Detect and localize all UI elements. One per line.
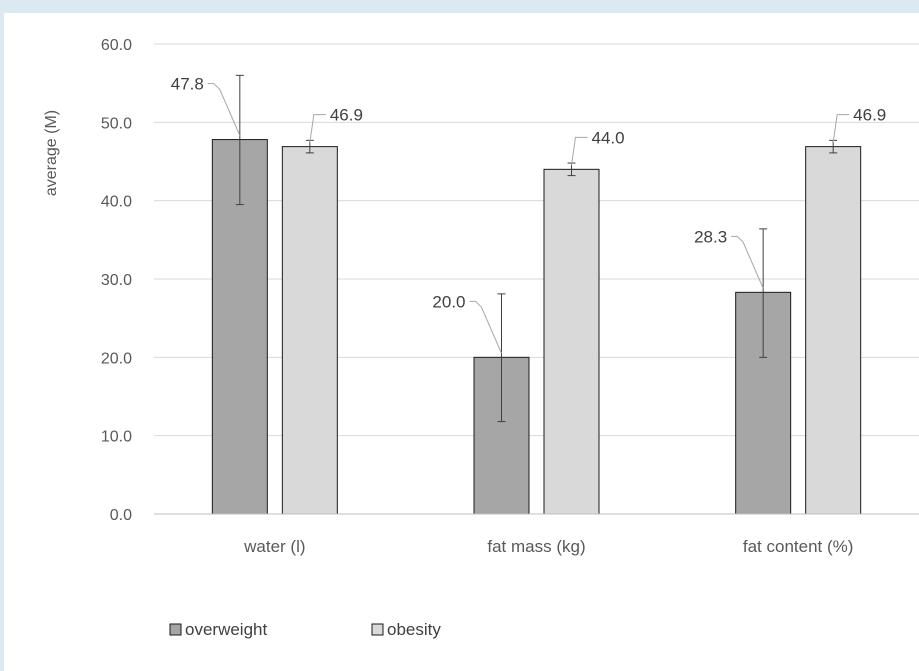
legend-label-obesity: obesity <box>387 620 441 639</box>
y-tick-label: 30.0 <box>101 272 132 289</box>
data-label-overweight: 20.0 <box>432 292 465 311</box>
bar-obesity <box>281 146 338 515</box>
legend: overweight obesity <box>169 620 441 639</box>
bar-obesity <box>805 146 862 515</box>
label-leader <box>309 114 326 143</box>
axes: 0.0 10.0 20.0 30.0 40.0 50.0 60.0 water (l) fat … <box>101 37 919 556</box>
bars <box>211 74 862 515</box>
bar-obesity <box>543 168 600 515</box>
label-leader <box>571 136 588 166</box>
legend-swatch-obesity <box>371 623 384 636</box>
gridlines <box>154 43 919 437</box>
legend-label-overweight: overweight <box>185 620 267 639</box>
label-leader <box>469 300 502 354</box>
data-label-overweight: 28.3 <box>694 227 727 246</box>
label-leader <box>207 83 241 136</box>
y-tick-label: 20.0 <box>101 350 132 367</box>
y-tick-label: 10.0 <box>101 429 132 446</box>
y-tick-label: 40.0 <box>101 194 132 211</box>
x-category-label: water (l) <box>243 537 305 556</box>
data-labels: 47.8 46.9 20.0 44.0 28.3 46.9 <box>171 75 886 354</box>
label-leader <box>731 235 764 289</box>
y-axis-title: average (M) <box>43 110 60 196</box>
data-label-obesity: 46.9 <box>853 106 886 125</box>
x-category-label: fat content (%) <box>743 537 854 556</box>
y-tick-label: 0.0 <box>110 507 132 524</box>
data-label-obesity: 44.0 <box>592 128 625 147</box>
y-tick-label: 50.0 <box>101 115 132 132</box>
bar-chart: 47.8 46.9 20.0 44.0 28.3 46.9 0.0 10.0 20.0 30.0… <box>43 37 919 639</box>
data-label-obesity: 46.9 <box>330 106 363 125</box>
label-leader <box>832 114 850 143</box>
chart-panel: 47.8 46.9 20.0 44.0 28.3 46.9 0.0 10.0 20.0 30.0… <box>4 13 919 671</box>
legend-swatch-overweight <box>169 623 182 636</box>
y-tick-label: 60.0 <box>101 37 132 54</box>
data-label-overweight: 47.8 <box>171 75 204 94</box>
x-category-label: fat mass (kg) <box>487 537 585 556</box>
